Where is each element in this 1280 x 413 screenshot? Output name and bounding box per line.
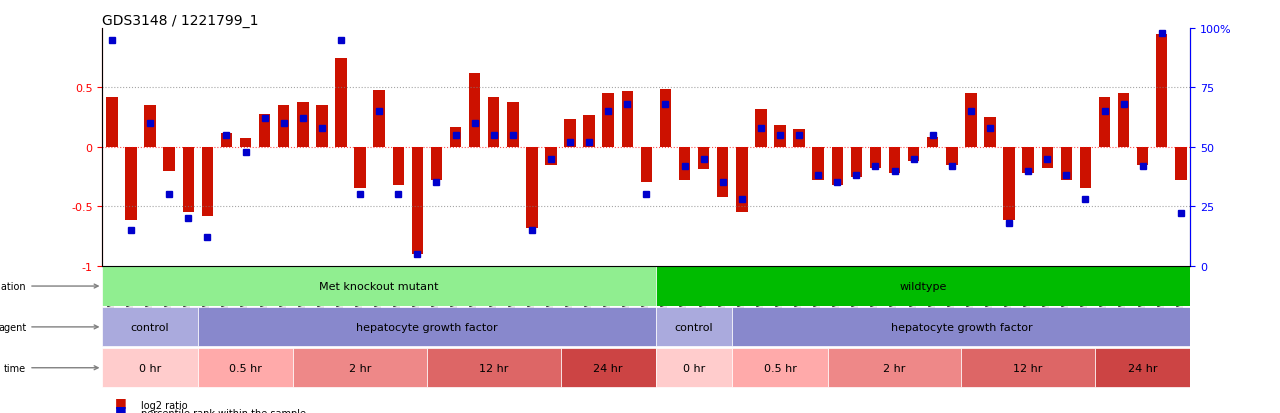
Bar: [164, 147, 175, 171]
Bar: [293, 348, 428, 387]
Text: Met knockout mutant: Met knockout mutant: [320, 281, 439, 291]
Bar: [1061, 147, 1073, 180]
Bar: [927, 138, 938, 147]
Bar: [198, 348, 293, 387]
Bar: [125, 147, 137, 221]
Bar: [655, 267, 1190, 306]
Bar: [851, 147, 863, 177]
Bar: [106, 97, 118, 147]
Bar: [335, 59, 347, 147]
Bar: [1175, 147, 1187, 180]
Text: wildtype: wildtype: [900, 281, 947, 291]
Text: time: time: [4, 363, 99, 373]
Bar: [1117, 94, 1129, 147]
Bar: [678, 147, 690, 180]
Text: 2 hr: 2 hr: [349, 363, 371, 373]
Bar: [961, 348, 1094, 387]
Bar: [732, 348, 828, 387]
Bar: [1023, 147, 1034, 173]
Text: 12 hr: 12 hr: [479, 363, 508, 373]
Bar: [561, 348, 655, 387]
Bar: [1156, 35, 1167, 147]
Bar: [908, 147, 919, 161]
Bar: [545, 147, 557, 165]
Bar: [239, 139, 251, 147]
Bar: [259, 114, 270, 147]
Text: hepatocyte growth factor: hepatocyte growth factor: [891, 322, 1032, 332]
Bar: [717, 147, 728, 197]
Bar: [412, 147, 424, 254]
Bar: [984, 118, 996, 147]
Bar: [655, 348, 732, 387]
Bar: [655, 308, 732, 347]
Bar: [888, 147, 900, 173]
Text: hepatocyte growth factor: hepatocyte growth factor: [356, 322, 498, 332]
Bar: [1080, 147, 1091, 189]
Bar: [355, 147, 366, 189]
Bar: [468, 74, 480, 147]
Bar: [755, 109, 767, 147]
Bar: [316, 106, 328, 147]
Bar: [145, 106, 156, 147]
Bar: [622, 92, 634, 147]
Bar: [659, 89, 671, 147]
Bar: [278, 106, 289, 147]
Bar: [584, 116, 595, 147]
Text: 24 hr: 24 hr: [594, 363, 623, 373]
Bar: [428, 348, 561, 387]
Text: 0.5 hr: 0.5 hr: [764, 363, 796, 373]
Text: 24 hr: 24 hr: [1128, 363, 1157, 373]
Bar: [564, 120, 576, 147]
Bar: [794, 130, 805, 147]
Bar: [488, 97, 499, 147]
Text: ■: ■: [115, 395, 127, 408]
Bar: [1137, 147, 1148, 165]
Bar: [1004, 147, 1015, 221]
Bar: [698, 147, 709, 170]
Bar: [102, 348, 198, 387]
Text: control: control: [131, 322, 169, 332]
Bar: [374, 90, 385, 147]
Bar: [449, 127, 461, 147]
Bar: [1094, 348, 1190, 387]
Bar: [198, 308, 655, 347]
Text: 2 hr: 2 hr: [883, 363, 906, 373]
Bar: [526, 147, 538, 228]
Bar: [430, 147, 442, 180]
Text: agent: agent: [0, 322, 99, 332]
Bar: [965, 94, 977, 147]
Text: 0.5 hr: 0.5 hr: [229, 363, 262, 373]
Bar: [220, 133, 232, 147]
Bar: [1042, 147, 1053, 169]
Text: control: control: [675, 322, 713, 332]
Bar: [736, 147, 748, 213]
Bar: [828, 348, 961, 387]
Text: genotype/variation: genotype/variation: [0, 281, 99, 291]
Text: ■: ■: [115, 403, 127, 413]
Bar: [603, 94, 614, 147]
Bar: [507, 102, 518, 147]
Text: log2 ratio: log2 ratio: [141, 400, 187, 410]
Bar: [202, 147, 212, 216]
Text: 12 hr: 12 hr: [1014, 363, 1043, 373]
Text: 0 hr: 0 hr: [684, 363, 705, 373]
Bar: [946, 147, 957, 165]
Bar: [774, 126, 786, 147]
Bar: [641, 147, 652, 183]
Bar: [832, 147, 844, 185]
Text: 0 hr: 0 hr: [140, 363, 161, 373]
Bar: [869, 147, 881, 169]
Bar: [393, 147, 404, 185]
Text: GDS3148 / 1221799_1: GDS3148 / 1221799_1: [102, 14, 259, 28]
Text: percentile rank within the sample: percentile rank within the sample: [141, 408, 306, 413]
Bar: [183, 147, 195, 213]
Bar: [732, 308, 1190, 347]
Bar: [102, 267, 655, 306]
Bar: [297, 102, 308, 147]
Bar: [102, 308, 198, 347]
Bar: [1098, 97, 1110, 147]
Bar: [813, 147, 824, 180]
